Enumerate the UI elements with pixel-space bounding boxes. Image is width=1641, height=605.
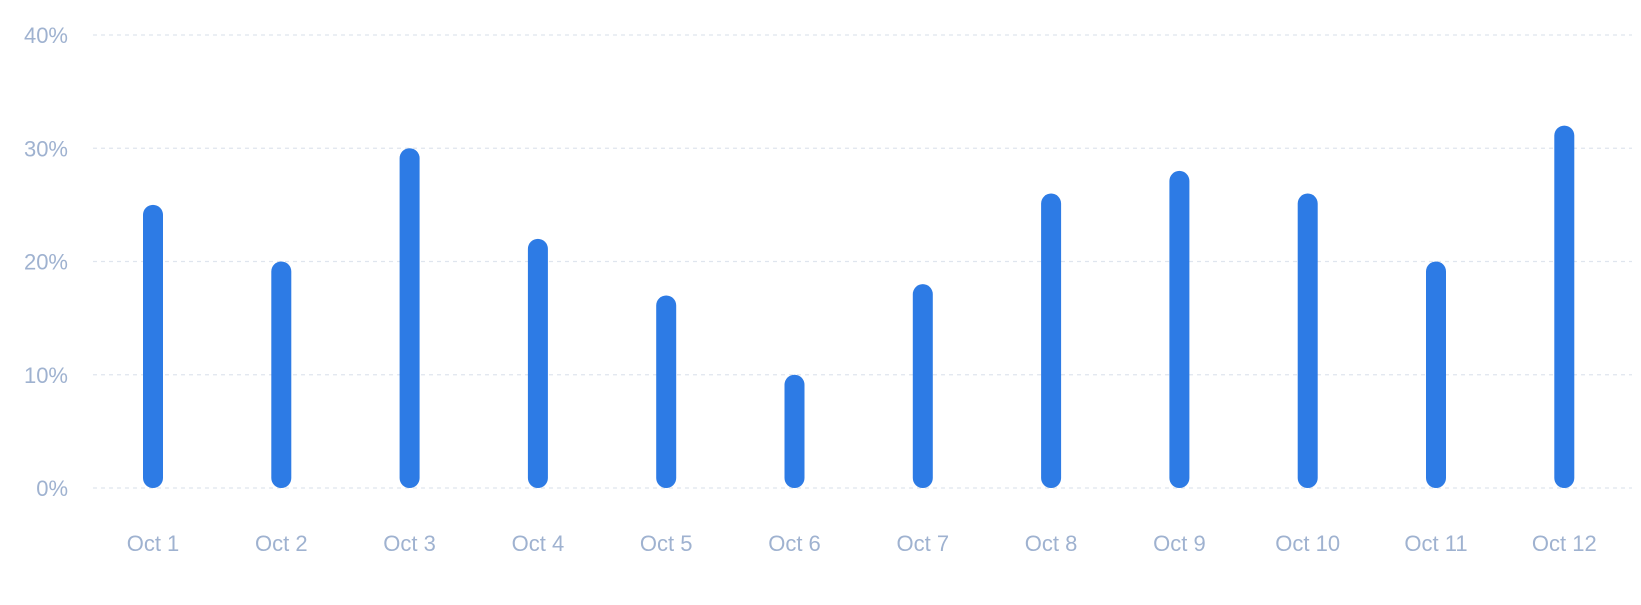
bar[interactable] bbox=[656, 295, 677, 488]
bar[interactable] bbox=[784, 374, 805, 488]
bar[interactable] bbox=[1554, 125, 1575, 488]
x-axis-tick-labels: Oct 1 Oct 2 Oct 3 Oct 4 Oct 5 Oct 6 Oct 7 Oct 8… bbox=[127, 531, 1597, 556]
x-tick-label: Oct 11 bbox=[1404, 531, 1467, 556]
bar[interactable] bbox=[1041, 193, 1062, 489]
y-tick-label: 30% bbox=[24, 136, 68, 161]
bar[interactable] bbox=[912, 284, 933, 488]
x-tick-label: Oct 5 bbox=[640, 531, 693, 556]
bar[interactable] bbox=[1426, 261, 1446, 489]
bar[interactable] bbox=[143, 204, 163, 488]
bar[interactable] bbox=[1169, 170, 1190, 488]
y-axis-tick-labels: 0% 10% 20% 30% 40% bbox=[24, 23, 68, 501]
x-tick-label: Oct 2 bbox=[255, 531, 308, 556]
x-tick-label: Oct 10 bbox=[1275, 531, 1340, 556]
x-tick-label: Oct 4 bbox=[512, 531, 565, 556]
y-tick-label: 40% bbox=[24, 23, 68, 48]
x-tick-label: Oct 8 bbox=[1025, 531, 1078, 556]
gridlines bbox=[93, 34, 1632, 489]
y-tick-label: 0% bbox=[36, 476, 68, 501]
y-tick-label: 20% bbox=[24, 250, 68, 275]
bar[interactable] bbox=[527, 238, 548, 488]
bar[interactable] bbox=[399, 148, 420, 488]
x-tick-label: Oct 1 bbox=[127, 531, 180, 556]
x-tick-label: Oct 7 bbox=[897, 531, 950, 556]
x-tick-label: Oct 9 bbox=[1153, 531, 1206, 556]
y-tick-label: 10% bbox=[24, 363, 68, 388]
x-tick-label: Oct 3 bbox=[383, 531, 436, 556]
bar[interactable] bbox=[271, 261, 292, 489]
x-tick-label: Oct 12 bbox=[1532, 531, 1597, 556]
bars bbox=[143, 125, 1575, 489]
bar[interactable] bbox=[1297, 193, 1318, 489]
x-tick-label: Oct 6 bbox=[768, 531, 821, 556]
